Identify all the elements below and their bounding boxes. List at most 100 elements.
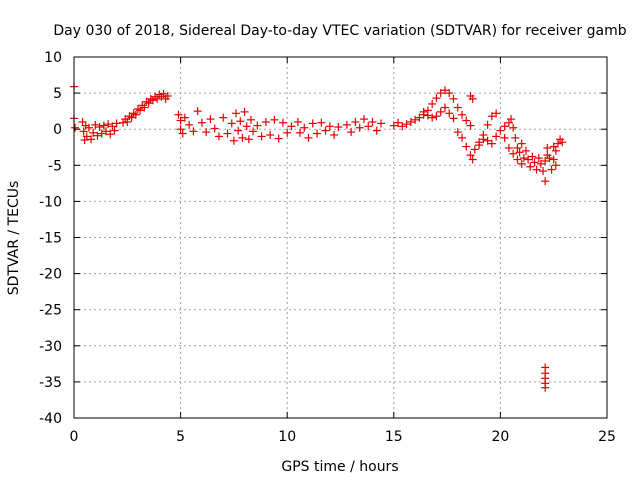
data-point: [389, 121, 398, 130]
data-point: [419, 107, 428, 116]
data-point: [543, 143, 552, 152]
data-point: [131, 110, 140, 119]
data-point: [462, 142, 471, 151]
data-point: [249, 127, 258, 136]
data-point: [347, 128, 356, 137]
data-point: [123, 117, 132, 126]
data-point: [300, 123, 309, 132]
data-point: [308, 119, 317, 128]
data-point: [466, 151, 475, 160]
data-point: [97, 129, 106, 138]
y-tick-label: -15: [39, 231, 62, 247]
data-point: [428, 99, 437, 108]
data-point: [526, 162, 535, 171]
data-point: [449, 94, 458, 103]
data-point: [202, 128, 211, 137]
data-point: [136, 106, 145, 115]
data-point: [436, 107, 445, 116]
data-point: [440, 103, 449, 112]
data-point: [487, 112, 496, 121]
grid: [74, 57, 607, 418]
y-tick-label: 5: [53, 86, 62, 102]
data-point: [176, 116, 185, 125]
data-point: [549, 155, 558, 164]
data-point: [541, 156, 550, 165]
data-points: [70, 82, 567, 392]
data-point: [95, 123, 104, 132]
data-point: [453, 128, 462, 137]
x-tick-label: 20: [491, 429, 509, 445]
data-point: [227, 119, 236, 128]
data-point: [238, 133, 247, 142]
data-point: [257, 132, 266, 141]
data-point: [232, 109, 241, 118]
data-point: [110, 126, 119, 135]
data-point: [449, 114, 458, 123]
data-point: [106, 130, 115, 139]
data-point: [304, 133, 313, 142]
data-point: [185, 120, 194, 129]
data-point: [317, 118, 326, 127]
axis-ticks: 0 5 10 15 20 25 10 5 0 -5 -10 -15 -20 -25 -30 -35 -40: [39, 50, 616, 445]
data-point: [511, 133, 520, 142]
data-point: [549, 142, 558, 151]
data-point: [411, 115, 420, 124]
data-point: [558, 138, 567, 147]
data-point: [479, 135, 488, 144]
data-point: [553, 139, 562, 148]
data-point: [355, 123, 364, 132]
data-point: [180, 113, 189, 122]
data-point: [458, 110, 467, 119]
data-point: [436, 89, 445, 98]
data-point: [541, 177, 550, 186]
data-point: [206, 115, 215, 124]
data-point: [313, 129, 322, 138]
data-point: [229, 136, 238, 145]
data-point: [524, 155, 533, 164]
data-point: [133, 104, 142, 113]
data-point: [104, 120, 113, 129]
data-point: [189, 127, 198, 136]
data-point: [551, 161, 560, 170]
data-point: [517, 159, 526, 168]
data-point: [334, 123, 343, 132]
data-point: [261, 117, 270, 126]
data-point: [240, 107, 249, 116]
data-point: [468, 155, 477, 164]
data-point: [513, 143, 522, 152]
data-point: [193, 107, 202, 116]
data-point: [330, 130, 339, 139]
data-point: [517, 139, 526, 148]
data-point: [87, 135, 96, 144]
data-point: [504, 143, 513, 152]
data-point: [321, 126, 330, 135]
data-point: [112, 119, 121, 128]
y-tick-label: -10: [39, 194, 62, 210]
data-point: [351, 117, 360, 126]
data-point: [547, 165, 556, 174]
data-point: [468, 94, 477, 103]
data-point: [364, 122, 373, 131]
data-point: [528, 152, 537, 161]
data-point: [93, 131, 102, 140]
x-tick-label: 5: [176, 429, 185, 445]
data-point: [99, 121, 108, 130]
data-point: [140, 103, 149, 112]
data-point: [246, 115, 255, 124]
data-point: [377, 119, 386, 128]
data-point: [402, 120, 411, 129]
data-point: [423, 111, 432, 120]
data-point: [541, 383, 550, 392]
y-axis-label: SDTVAR / TECUs: [6, 181, 22, 296]
data-point: [545, 154, 554, 163]
data-point: [153, 94, 162, 103]
data-point: [432, 112, 441, 121]
data-point: [445, 109, 454, 118]
data-point: [80, 136, 89, 145]
data-point: [176, 125, 185, 134]
x-tick-label: 10: [278, 429, 296, 445]
data-point: [483, 136, 492, 145]
data-point: [79, 127, 88, 136]
x-axis-label: GPS time / hours: [281, 459, 398, 475]
